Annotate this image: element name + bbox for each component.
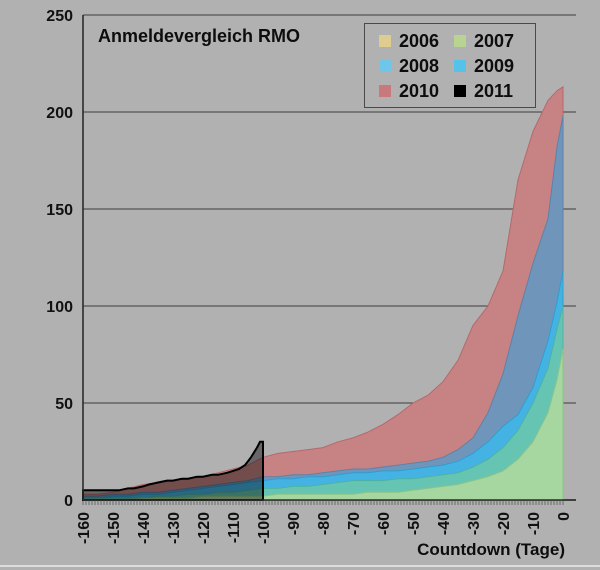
- x-tick-label--150: -150: [106, 512, 123, 544]
- chart-title: Anmeldevergleich RMO: [98, 26, 301, 46]
- x-tick-label--70: -70: [346, 512, 363, 535]
- legend-swatch-2006: [379, 34, 391, 47]
- y-tick-label-250: 250: [46, 8, 73, 25]
- x-tick-label--30: -30: [466, 512, 483, 535]
- x-tick-label--90: -90: [286, 512, 303, 535]
- x-tick-label--110: -110: [226, 512, 243, 543]
- x-tick-label--50: -50: [406, 512, 423, 535]
- area-series-2006: [83, 348, 564, 501]
- legend-item-2007: 2007: [454, 32, 529, 50]
- legend-item-2006: 2006: [379, 32, 454, 50]
- y-tick-label-50: 50: [55, 396, 73, 413]
- legend-swatch-2009: [454, 59, 466, 72]
- legend-item-2008: 2008: [379, 57, 454, 75]
- legend-label-2011: 2011: [474, 80, 514, 101]
- legend: 2006 2007 2008 2009 2010 2011: [364, 23, 536, 108]
- x-tick-label--160: -160: [76, 512, 93, 544]
- y-tick-label-200: 200: [46, 105, 73, 122]
- legend-item-2011: 2011: [454, 82, 529, 100]
- x-tick-label-0: 0: [556, 512, 573, 521]
- legend-label-2010: 2010: [399, 80, 440, 101]
- x-tick-label--80: -80: [316, 512, 333, 535]
- x-tick-label--100: -100: [256, 512, 273, 544]
- legend-swatch-2011: [454, 84, 466, 97]
- legend-label-2007: 2007: [474, 30, 515, 51]
- x-tick-label--130: -130: [166, 512, 183, 544]
- x-tick-label--40: -40: [436, 512, 453, 535]
- legend-label-2008: 2008: [399, 55, 440, 76]
- x-tick-label--140: -140: [136, 512, 153, 544]
- legend-item-2009: 2009: [454, 57, 529, 75]
- y-tick-label-150: 150: [46, 202, 73, 219]
- window-bottom-edge: [0, 565, 600, 567]
- x-tick-label--20: -20: [496, 512, 513, 535]
- y-tick-label-0: 0: [64, 493, 73, 510]
- legend-swatch-2008: [379, 59, 391, 72]
- legend-swatch-2010: [379, 84, 391, 97]
- x-tick-label--120: -120: [196, 512, 213, 544]
- x-tick-label--60: -60: [376, 512, 393, 535]
- x-tick-label--10: -10: [526, 512, 543, 535]
- x-axis-title: Countdown (Tage): [417, 540, 565, 559]
- y-tick-label-100: 100: [46, 299, 73, 316]
- legend-item-2010: 2010: [379, 82, 454, 100]
- legend-label-2006: 2006: [399, 30, 440, 51]
- area-series-2011: [82, 440, 264, 501]
- legend-swatch-2007: [454, 34, 466, 47]
- legend-label-2009: 2009: [474, 55, 515, 76]
